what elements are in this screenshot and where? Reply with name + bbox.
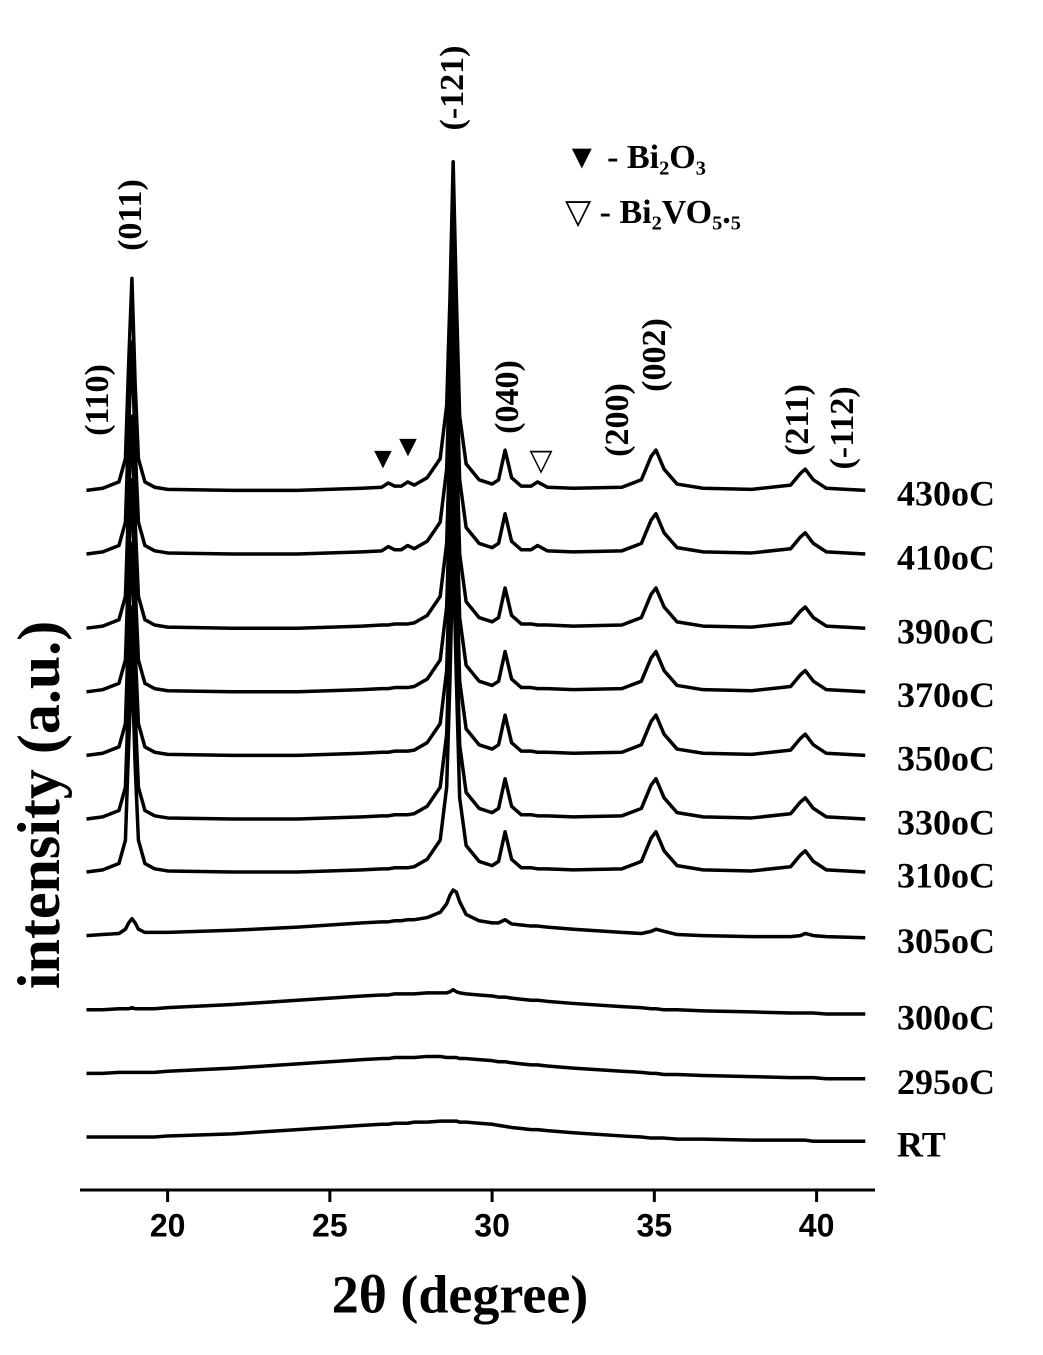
series-label: 330oC [897, 802, 995, 842]
x-tick-label: 35 [637, 1207, 673, 1243]
series-label: 370oC [897, 675, 995, 715]
peak-label: (011) [112, 179, 149, 251]
series-label: 305oC [897, 921, 995, 961]
peak-label: (211) [779, 384, 816, 456]
phase-marker: ▼ [368, 442, 398, 475]
legend-note: ▽ - Bi₂VO₅.₅ [565, 194, 741, 231]
spectrum-line [86, 361, 866, 694]
phase-marker: ▽ [529, 444, 552, 477]
peak-label: (200) [599, 383, 636, 457]
series-label: 430oC [897, 474, 995, 514]
series-label: 310oC [897, 855, 995, 895]
spectrum-line [86, 160, 866, 493]
spectrum-line [86, 297, 866, 630]
x-tick-label: 25 [312, 1207, 348, 1243]
peak-label: (040) [489, 360, 526, 434]
series-label: 350oC [897, 739, 995, 779]
phase-marker: ▼ [393, 430, 423, 463]
spectrum-line [86, 541, 866, 874]
spectrum-line [86, 1054, 866, 1081]
x-tick-label: 40 [799, 1207, 835, 1243]
x-axis-label: 2θ (degree) [332, 1264, 589, 1324]
peak-label: (002) [636, 318, 673, 392]
series-label: 390oC [897, 611, 995, 651]
series-label: 295oC [897, 1062, 995, 1102]
series-label: 300oC [897, 997, 995, 1037]
spectrum-line [86, 223, 866, 556]
y-axis-label: intensity (a.u.) [6, 621, 72, 989]
x-tick-label: 20 [150, 1207, 186, 1243]
series-label: RT [897, 1125, 946, 1165]
spectrum-line [86, 1119, 866, 1143]
peak-label: (-112) [824, 386, 861, 469]
spectrum-line [86, 888, 866, 940]
legend-note: ▼ - Bi₂O₃ [565, 139, 706, 176]
spectrum-line [86, 987, 866, 1016]
x-tick-label: 30 [474, 1207, 510, 1243]
peak-label: (-121) [434, 46, 471, 131]
series-label: 410oC [897, 537, 995, 577]
peak-label: (110) [79, 364, 116, 436]
